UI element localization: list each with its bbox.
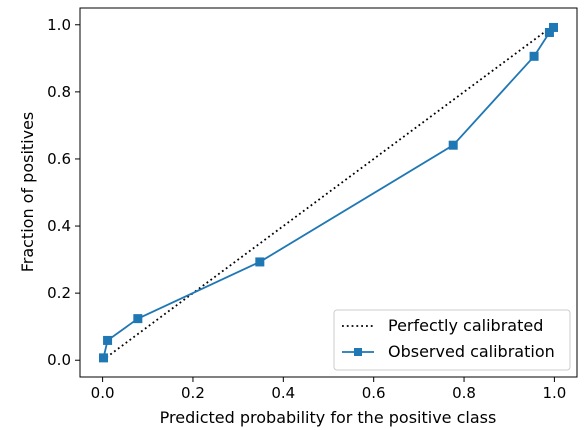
observed-calibration-point xyxy=(544,27,554,37)
x-tick-label: 1.0 xyxy=(542,384,566,402)
legend-label-perfect: Perfectly calibrated xyxy=(388,316,543,335)
x-axis-label: Predicted probability for the positive c… xyxy=(160,408,497,427)
observed-calibration-point xyxy=(133,314,143,324)
y-tick-label: 0.6 xyxy=(47,150,71,168)
y-tick-label: 0.4 xyxy=(47,217,71,235)
plot-frame xyxy=(79,7,578,378)
plot-area xyxy=(98,22,559,363)
x-tick-label: 0.6 xyxy=(362,384,386,402)
y-tick-label: 0.0 xyxy=(47,351,71,369)
y-tick-label: 1.0 xyxy=(47,16,71,34)
legend-label-observed: Observed calibration xyxy=(388,342,555,361)
y-axis-label: Fraction of positives xyxy=(18,112,37,273)
observed-calibration-point xyxy=(103,335,113,345)
observed-calibration-point xyxy=(549,22,559,32)
legend-box xyxy=(333,309,571,371)
observed-calibration-line xyxy=(102,26,555,359)
y-tick-label: 0.2 xyxy=(47,284,71,302)
x-tick-label: 0.8 xyxy=(452,384,476,402)
observed-calibration-point xyxy=(529,51,539,61)
x-tick-label: 0.2 xyxy=(181,384,205,402)
observed-calibration-point xyxy=(448,140,458,150)
x-tick-label: 0.0 xyxy=(91,384,115,402)
axis-ticks: 0.0 0.2 0.4 0.6 0.8 1.0 0.0 0.2 0.4 0.6 0.8 1.0 xyxy=(47,16,566,402)
x-tick-label: 0.4 xyxy=(271,384,295,402)
legend: Perfectly calibrated Observed calibratio… xyxy=(333,309,571,371)
observed-calibration-point xyxy=(255,257,265,267)
observed-calibration-point xyxy=(98,353,108,363)
y-tick-label: 0.8 xyxy=(47,83,71,101)
legend-marker-observed xyxy=(354,348,362,356)
